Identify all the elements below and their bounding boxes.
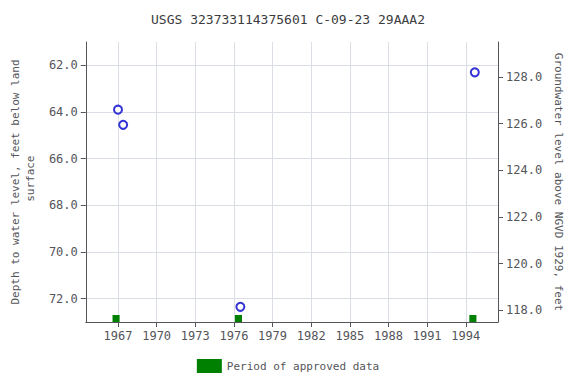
svg-text:1991: 1991	[413, 329, 442, 343]
svg-text:62.0: 62.0	[49, 58, 78, 72]
svg-text:1988: 1988	[374, 329, 403, 343]
svg-text:1967: 1967	[104, 329, 133, 343]
svg-text:1976: 1976	[219, 329, 248, 343]
svg-text:1970: 1970	[142, 329, 171, 343]
svg-text:1973: 1973	[181, 329, 210, 343]
svg-text:72.0: 72.0	[49, 292, 78, 306]
svg-text:Groundwater level above NGVD 1: Groundwater level above NGVD 1929, feet	[552, 53, 565, 311]
svg-text:64.0: 64.0	[49, 105, 78, 119]
svg-text:1982: 1982	[297, 329, 326, 343]
svg-text:surface: surface	[24, 156, 37, 209]
svg-text:128.0: 128.0	[506, 70, 542, 84]
svg-text:1985: 1985	[335, 329, 364, 343]
svg-text:66.0: 66.0	[49, 152, 78, 166]
svg-text:120.0: 120.0	[506, 257, 542, 271]
svg-text:1994: 1994	[451, 329, 480, 343]
svg-text:USGS 323733114375601 C-09-23 2: USGS 323733114375601 C-09-23 29AAA2	[151, 12, 425, 27]
svg-text:Period of approved data: Period of approved data	[227, 360, 379, 373]
svg-text:126.0: 126.0	[506, 117, 542, 131]
svg-text:Depth to water level, feet bel: Depth to water level, feet below land	[9, 59, 22, 304]
svg-text:70.0: 70.0	[49, 245, 78, 259]
svg-text:68.0: 68.0	[49, 198, 78, 212]
svg-text:122.0: 122.0	[506, 210, 542, 224]
svg-text:1979: 1979	[258, 329, 287, 343]
svg-text:118.0: 118.0	[506, 303, 542, 317]
svg-text:124.0: 124.0	[506, 163, 542, 177]
